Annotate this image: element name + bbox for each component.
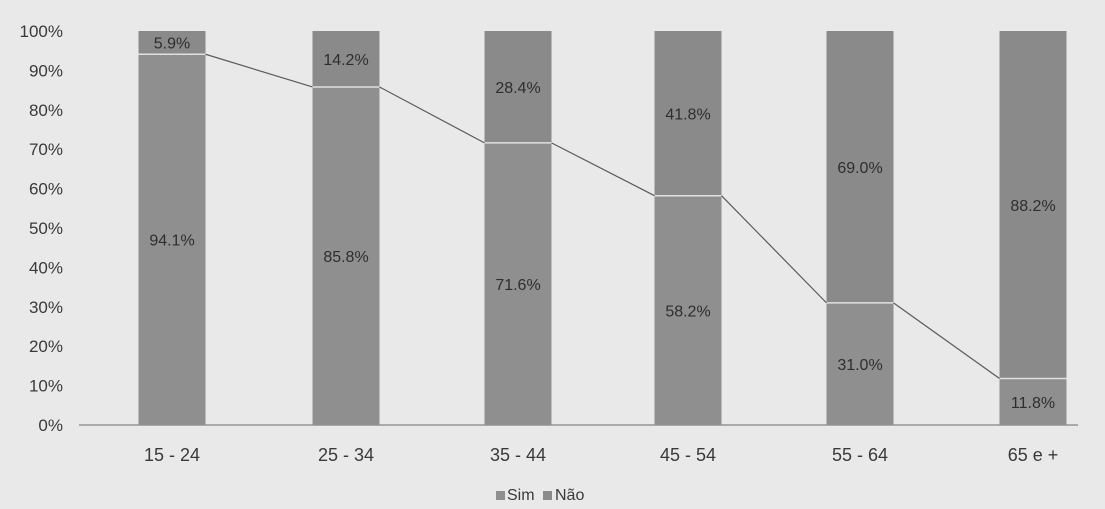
y-tick-label: 20% <box>29 337 63 356</box>
legend-swatch-nao <box>543 491 552 500</box>
legend-label-sim: Sim <box>507 487 535 504</box>
bar-sim <box>484 142 552 425</box>
legend: Sim Não <box>496 487 584 504</box>
y-tick-label: 50% <box>29 219 63 238</box>
data-label-nao: 88.2% <box>1010 198 1055 215</box>
y-tick-label: 40% <box>29 258 63 277</box>
bar-nao <box>138 31 206 55</box>
legend-swatch-sim <box>496 491 505 500</box>
bar-sim <box>654 195 722 425</box>
bar-nao <box>654 31 722 196</box>
bar-nao <box>484 31 552 143</box>
x-tick-label: 65 e + <box>1008 445 1059 465</box>
bar-sim <box>999 378 1067 425</box>
data-label-nao: 5.9% <box>154 36 190 53</box>
connector-line-segment <box>551 142 655 197</box>
data-label-nao: 14.2% <box>323 52 368 69</box>
data-label-sim: 85.8% <box>323 249 368 266</box>
y-tick-label: 60% <box>29 180 63 199</box>
connector-line-segment <box>721 195 827 304</box>
bar-nao <box>999 31 1067 379</box>
axis-layer: 0% 10% 20% 30% 40% 50% 60% 70% 80% 90% 100% 15 - 24… <box>20 22 1078 465</box>
x-tick-label: 15 - 24 <box>144 445 200 465</box>
y-tick-label: 90% <box>29 61 63 80</box>
bar-nao <box>312 31 380 87</box>
y-tick-label: 10% <box>29 377 63 396</box>
data-label-nao: 41.8% <box>665 106 710 123</box>
connector-line-segment <box>379 86 485 144</box>
data-label-sim: 94.1% <box>149 233 194 250</box>
connector-line-layer <box>205 53 1000 379</box>
data-label-sim: 31.0% <box>837 357 882 374</box>
y-tick-label: 30% <box>29 298 63 317</box>
data-label-sim: 11.8% <box>1011 395 1055 412</box>
bar-nao <box>826 31 894 303</box>
x-tick-label: 45 - 54 <box>660 445 716 465</box>
bars-layer <box>138 31 1067 425</box>
data-label-sim: 71.6% <box>495 277 540 294</box>
bar-sim <box>312 86 380 425</box>
data-labels-layer: 94.1% 5.9% 85.8% 14.2% 71.6% 28.4% 58.2% 41.8% 3… <box>149 36 1055 412</box>
x-tick-label: 35 - 44 <box>490 445 546 465</box>
y-tick-label: 70% <box>29 140 63 159</box>
data-label-sim: 58.2% <box>665 303 710 320</box>
x-tick-label: 25 - 34 <box>318 445 374 465</box>
legend-label-nao: Não <box>555 487 584 504</box>
data-label-nao: 28.4% <box>495 80 540 97</box>
y-tick-label: 80% <box>29 101 63 120</box>
y-tick-label: 0% <box>38 416 63 435</box>
bar-sim <box>138 54 206 425</box>
bar-sim <box>826 302 894 425</box>
x-tick-label: 55 - 64 <box>832 445 888 465</box>
connector-line-segment <box>205 53 313 88</box>
y-tick-label: 100% <box>20 22 63 41</box>
connector-line-segment <box>893 302 1000 379</box>
data-label-nao: 69.0% <box>837 160 882 177</box>
